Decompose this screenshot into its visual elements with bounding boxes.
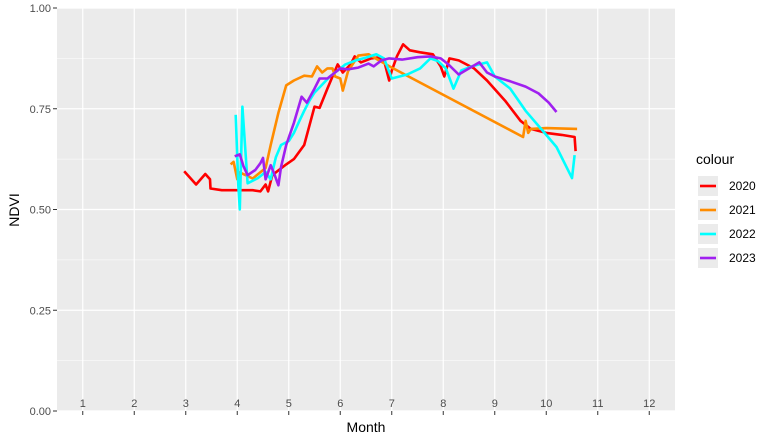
x-tick-label: 6 xyxy=(337,398,343,410)
legend-label-2020: 2020 xyxy=(729,179,756,193)
legend-label-2023: 2023 xyxy=(729,251,756,265)
x-tick-label: 9 xyxy=(492,398,498,410)
legend: colour 2020 2021 2022 2023 xyxy=(696,151,756,268)
x-tick-label: 12 xyxy=(643,398,655,410)
x-axis-title: Month xyxy=(347,419,386,435)
y-tick-label: 0.75 xyxy=(30,104,51,116)
x-tick-label: 10 xyxy=(540,398,552,410)
x-tick-label: 5 xyxy=(286,398,292,410)
series-line-2022 xyxy=(234,53,576,211)
series-line-2020 xyxy=(183,43,577,193)
x-tick-label: 11 xyxy=(592,398,603,410)
x-tick-labels: 1 2 3 4 5 6 7 8 9 10 11 12 xyxy=(80,398,655,415)
y-tick-label: 0.00 xyxy=(30,406,51,418)
y-tick-label: 0.50 xyxy=(30,205,51,217)
legend-label-2021: 2021 xyxy=(729,203,756,217)
y-axis: 0.00 0.25 0.50 0.75 1.00 xyxy=(30,3,57,418)
x-tick-label: 3 xyxy=(183,398,189,410)
x-tick-label: 2 xyxy=(131,398,137,410)
x-tick-label: 1 xyxy=(80,398,86,410)
series-line-2023 xyxy=(234,55,558,187)
y-tick-label: 1.00 xyxy=(30,3,51,15)
y-axis-title: NDVI xyxy=(6,193,22,226)
x-tick-label: 8 xyxy=(440,398,446,410)
x-tick-label: 4 xyxy=(234,398,240,410)
major-gridlines xyxy=(57,7,675,412)
x-tick-label: 7 xyxy=(389,398,395,410)
series-lines xyxy=(183,43,578,211)
legend-title: colour xyxy=(696,151,734,167)
y-tick-label: 0.25 xyxy=(30,305,51,317)
legend-label-2022: 2022 xyxy=(729,227,756,241)
